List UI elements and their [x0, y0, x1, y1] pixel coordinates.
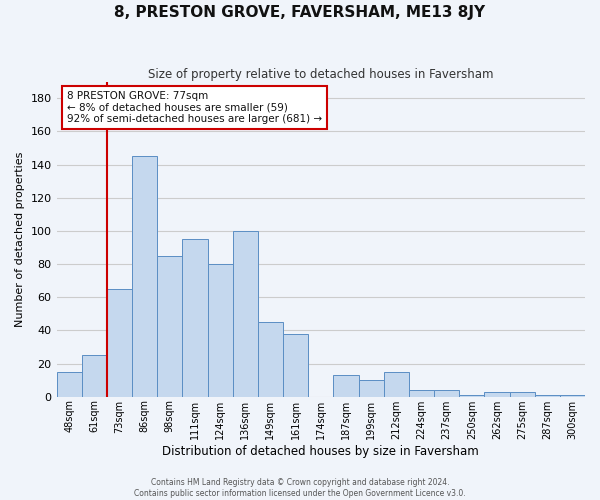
- Bar: [107, 289, 132, 397]
- Bar: [82, 355, 107, 397]
- Bar: [56, 372, 82, 396]
- Bar: [208, 264, 233, 396]
- Text: 8, PRESTON GROVE, FAVERSHAM, ME13 8JY: 8, PRESTON GROVE, FAVERSHAM, ME13 8JY: [115, 5, 485, 20]
- Bar: [535, 395, 560, 396]
- Bar: [334, 375, 359, 396]
- Bar: [409, 390, 434, 396]
- Title: Size of property relative to detached houses in Faversham: Size of property relative to detached ho…: [148, 68, 494, 80]
- Bar: [509, 392, 535, 396]
- Bar: [560, 395, 585, 396]
- X-axis label: Distribution of detached houses by size in Faversham: Distribution of detached houses by size …: [163, 444, 479, 458]
- Bar: [283, 334, 308, 396]
- Bar: [182, 239, 208, 396]
- Text: Contains HM Land Registry data © Crown copyright and database right 2024.
Contai: Contains HM Land Registry data © Crown c…: [134, 478, 466, 498]
- Bar: [434, 390, 459, 396]
- Y-axis label: Number of detached properties: Number of detached properties: [15, 152, 25, 327]
- Bar: [258, 322, 283, 396]
- Bar: [233, 231, 258, 396]
- Bar: [383, 372, 409, 396]
- Bar: [157, 256, 182, 396]
- Bar: [359, 380, 383, 396]
- Bar: [459, 395, 484, 396]
- Bar: [484, 392, 509, 396]
- Text: 8 PRESTON GROVE: 77sqm
← 8% of detached houses are smaller (59)
92% of semi-deta: 8 PRESTON GROVE: 77sqm ← 8% of detached …: [67, 91, 322, 124]
- Bar: [132, 156, 157, 396]
